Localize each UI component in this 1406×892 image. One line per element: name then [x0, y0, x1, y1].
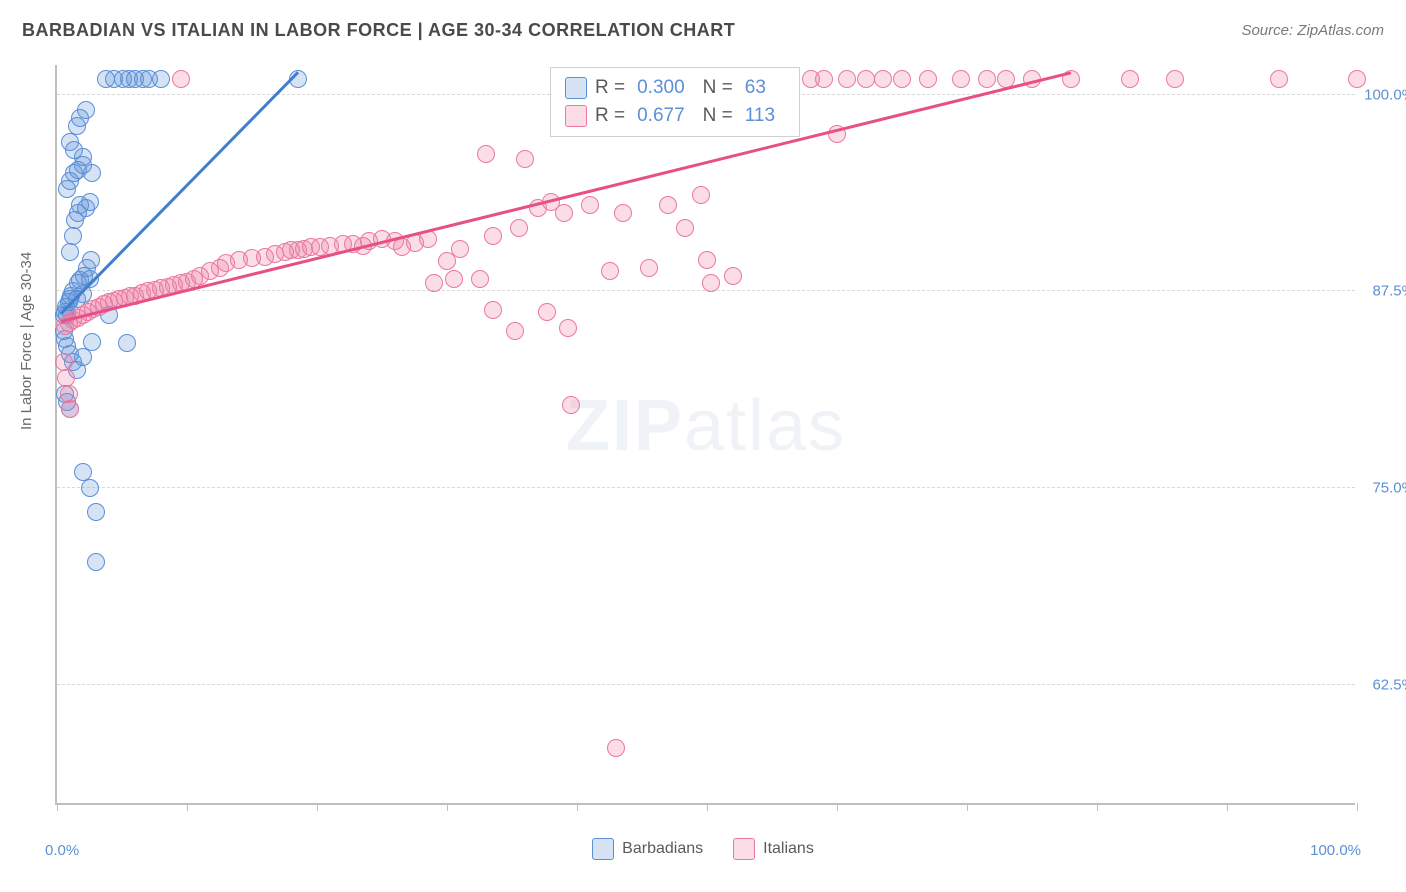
data-point [1121, 70, 1139, 88]
x-tick [447, 803, 448, 811]
series-legend: Barbadians Italians [0, 838, 1406, 860]
swatch-barbadians [565, 77, 587, 99]
n-value-barbadians: 63 [745, 74, 766, 102]
chart-title: BARBADIAN VS ITALIAN IN LABOR FORCE | AG… [22, 20, 735, 41]
data-point [724, 267, 742, 285]
data-point [607, 739, 625, 757]
data-point [477, 145, 495, 163]
data-point [893, 70, 911, 88]
data-point [64, 227, 82, 245]
data-point [81, 193, 99, 211]
data-point [659, 196, 677, 214]
data-point [838, 70, 856, 88]
x-tick [967, 803, 968, 811]
data-point [451, 240, 469, 258]
swatch-italians [565, 105, 587, 127]
legend-item-italians: Italians [733, 838, 814, 860]
x-tick [1227, 803, 1228, 811]
data-point [952, 70, 970, 88]
data-point [445, 270, 463, 288]
data-point [61, 243, 79, 261]
y-tick-label: 100.0% [1364, 86, 1406, 103]
data-point [74, 348, 92, 366]
watermark: ZIPatlas [566, 385, 846, 467]
data-point [676, 219, 694, 237]
y-tick-label: 75.0% [1372, 480, 1406, 497]
data-point [510, 219, 528, 237]
data-point [555, 204, 573, 222]
x-tick [1357, 803, 1358, 811]
data-point [857, 70, 875, 88]
data-point [484, 301, 502, 319]
x-tick [707, 803, 708, 811]
x-tick [317, 803, 318, 811]
data-point [425, 274, 443, 292]
data-point [83, 164, 101, 182]
y-axis-label: In Labor Force | Age 30-34 [18, 252, 35, 430]
data-point [702, 274, 720, 292]
x-tick [577, 803, 578, 811]
source-citation: Source: ZipAtlas.com [1241, 22, 1384, 39]
data-point [815, 70, 833, 88]
data-point [692, 186, 710, 204]
data-point [562, 396, 580, 414]
x-tick [837, 803, 838, 811]
data-point [471, 270, 489, 288]
data-point [82, 251, 100, 269]
data-point [698, 251, 716, 269]
data-point [484, 227, 502, 245]
n-value-italians: 113 [745, 102, 775, 130]
n-label: N = [703, 74, 733, 102]
data-point [874, 70, 892, 88]
legend-item-barbadians: Barbadians [592, 838, 703, 860]
data-point [601, 262, 619, 280]
r-value-italians: 0.677 [637, 102, 685, 130]
y-tick-label: 62.5% [1372, 676, 1406, 693]
data-point [559, 319, 577, 337]
legend-label-italians: Italians [763, 840, 814, 858]
stats-row-italians: R = 0.677 N = 113 [565, 102, 785, 130]
data-point [919, 70, 937, 88]
data-point [538, 303, 556, 321]
data-point [1270, 70, 1288, 88]
data-point [152, 70, 170, 88]
data-point [81, 479, 99, 497]
r-value-barbadians: 0.300 [637, 74, 685, 102]
data-point [978, 70, 996, 88]
data-point [1166, 70, 1184, 88]
n-label-2: N = [703, 102, 733, 130]
stats-legend: R = 0.300 N = 63 R = 0.677 N = 113 [550, 67, 800, 137]
legend-swatch-italians [733, 838, 755, 860]
r-label: R = [595, 74, 625, 102]
data-point [516, 150, 534, 168]
data-point [61, 400, 79, 418]
watermark-zip: ZIP [566, 386, 684, 466]
data-point [118, 334, 136, 352]
gridline-h [57, 487, 1355, 488]
legend-label-barbadians: Barbadians [622, 840, 703, 858]
data-point [506, 322, 524, 340]
y-tick-label: 87.5% [1372, 283, 1406, 300]
data-point [614, 204, 632, 222]
data-point [640, 259, 658, 277]
gridline-h [57, 684, 1355, 685]
stats-row-barbadians: R = 0.300 N = 63 [565, 74, 785, 102]
watermark-atlas: atlas [684, 386, 846, 466]
data-point [1348, 70, 1366, 88]
x-tick [57, 803, 58, 811]
r-label-2: R = [595, 102, 625, 130]
data-point [74, 148, 92, 166]
chart-plot-area: ZIPatlas 62.5%75.0%87.5%100.0% [55, 65, 1355, 805]
x-tick [187, 803, 188, 811]
data-point [172, 70, 190, 88]
x-tick [1097, 803, 1098, 811]
data-point [83, 333, 101, 351]
data-point [77, 101, 95, 119]
data-point [581, 196, 599, 214]
legend-swatch-barbadians [592, 838, 614, 860]
data-point [87, 503, 105, 521]
data-point [87, 553, 105, 571]
